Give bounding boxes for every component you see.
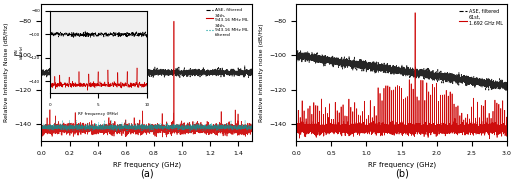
Title: (b): (b): [395, 168, 409, 178]
Legend: ASE, filtered, 61st,
1.692 GHz ML: ASE, filtered, 61st, 1.692 GHz ML: [457, 7, 505, 28]
Y-axis label: Relative intensity noise (dB/Hz): Relative intensity noise (dB/Hz): [259, 23, 264, 122]
Title: (a): (a): [140, 168, 154, 178]
Y-axis label: Relative Intensity Noise (dB/Hz): Relative Intensity Noise (dB/Hz): [4, 23, 9, 122]
Legend: ASE, filtered, 34th,
943.16 MHz ML, 34th,
943.16 MHz ML
filtered: ASE, filtered, 34th, 943.16 MHz ML, 34th…: [204, 6, 250, 38]
X-axis label: RF frequency (GHz): RF frequency (GHz): [367, 161, 436, 168]
X-axis label: RF frequency (GHz): RF frequency (GHz): [112, 161, 181, 168]
